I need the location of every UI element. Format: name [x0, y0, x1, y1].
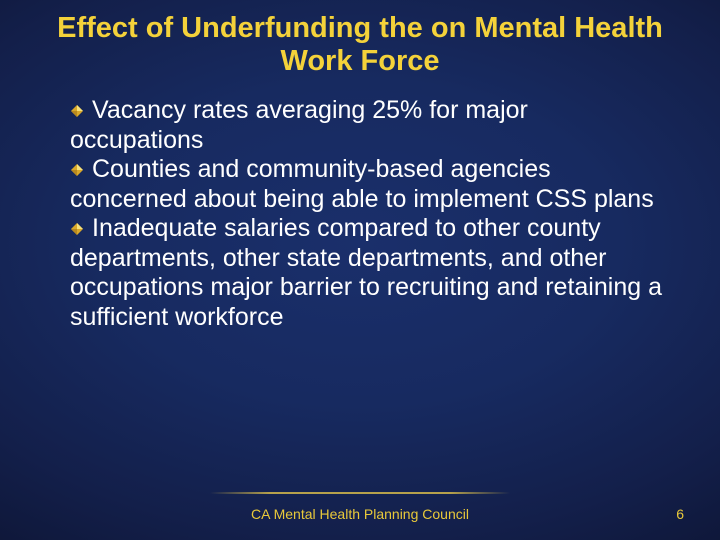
- bullet-text: Inadequate salaries compared to other co…: [70, 214, 662, 332]
- diamond-bullet-icon: [70, 163, 84, 177]
- bullet-item: Inadequate salaries compared to other co…: [70, 214, 662, 332]
- bullet-item: Counties and community-based agencies co…: [70, 155, 662, 214]
- bullet-item: Vacancy rates averaging 25% for major oc…: [70, 96, 662, 155]
- bullet-text: Vacancy rates averaging 25% for major oc…: [70, 96, 662, 155]
- slide: Effect of Underfunding the on Mental Hea…: [0, 0, 720, 540]
- footer-divider: [210, 492, 510, 494]
- diamond-bullet-icon: [70, 222, 84, 236]
- page-number: 6: [676, 506, 684, 522]
- slide-title: Effect of Underfunding the on Mental Hea…: [0, 12, 720, 79]
- footer-text: CA Mental Health Planning Council: [0, 506, 720, 522]
- slide-body: Vacancy rates averaging 25% for major oc…: [70, 96, 662, 332]
- bullet-text: Counties and community-based agencies co…: [70, 155, 662, 214]
- diamond-bullet-icon: [70, 104, 84, 118]
